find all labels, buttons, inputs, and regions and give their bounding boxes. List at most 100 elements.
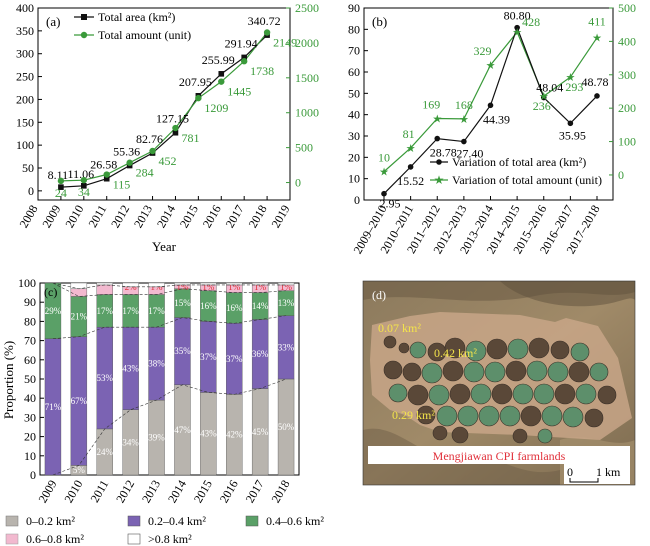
b-area-point <box>514 24 520 31</box>
pivot-circle <box>398 342 410 354</box>
pivot-circle <box>463 361 485 383</box>
pivot-circle <box>575 383 597 405</box>
panel-a: (a) Total area (km²) Total amount (unit)… <box>16 1 319 254</box>
a-area-data-label: 127.15 <box>156 112 189 126</box>
b-amount-point: ★ <box>486 60 496 72</box>
bar-data-label: 36% <box>252 349 269 359</box>
c-y-tick-label: 60 <box>24 353 36 367</box>
pivot-circle <box>416 405 436 425</box>
b-amount-data-label: 428 <box>522 15 540 29</box>
c-y-tick-label: 20 <box>24 430 36 444</box>
bar-data-label: 43% <box>200 429 217 439</box>
bar-data-label: 50% <box>278 422 295 432</box>
map-label-medium: 0.42 km² <box>434 346 477 360</box>
a-x-tick-label: 2011 <box>85 203 109 230</box>
map-label-small: 0.07 km² <box>378 321 421 335</box>
c-y-tick-label: 50 <box>24 372 36 386</box>
pivot-circle <box>451 426 469 444</box>
b-area-data-label: 80.80 <box>504 9 531 23</box>
legend-c-swatch-2 <box>127 515 141 527</box>
legend-c-label-1: 0–0.2 km² <box>26 514 75 528</box>
b-right-tick-label: 500 <box>618 1 636 15</box>
pivot-circle <box>597 385 617 405</box>
b-left-tick-label: 40 <box>348 108 360 122</box>
a-area-data-label: 207.95 <box>179 75 212 89</box>
a-right-tick-label: 1000 <box>295 106 319 120</box>
a-x-tick-label: 2010 <box>62 203 86 231</box>
panel-b-frame <box>363 7 614 201</box>
a-amount-data-label: 284 <box>136 166 154 180</box>
panel-a-right-axis: 0 500 1000 1500 2000 2500 <box>286 1 319 190</box>
pivot-circle <box>547 361 569 383</box>
panel-c-bars: 71%29%5%67%21%24%53%17%34%43%17%2%39%38%… <box>45 282 295 476</box>
b-area-data-label: 44.39 <box>483 112 510 126</box>
a-area-data-label: 26.58 <box>90 158 117 172</box>
a-amount-data-label: 2149 <box>273 36 297 50</box>
panel-d: (d) 0.07 km² 0.42 km² 0.29 km² Mengjiawa… <box>362 280 636 486</box>
a-left-tick-label: 350 <box>16 24 34 38</box>
pivot-circle <box>505 360 527 382</box>
map-caption-box <box>368 446 630 464</box>
c-y-tick-label: 70 <box>24 334 36 348</box>
legend-variation-area-label: Variation of total area (km²) <box>452 155 586 169</box>
bar-data-label: 24% <box>97 447 114 457</box>
a-area-point <box>81 183 87 189</box>
a-area-data-label: 11.06 <box>68 167 95 181</box>
pivot-circle <box>432 425 448 441</box>
legend-total-amount-label: Total amount (unit) <box>98 28 191 42</box>
pivot-circle <box>409 341 427 359</box>
panel-a-frame <box>37 7 291 201</box>
bar-data-label: 45% <box>252 427 269 437</box>
pivot-circle <box>442 360 464 382</box>
a-amount-point <box>149 147 156 155</box>
pivot-circle <box>584 408 604 428</box>
c-x-tick-label: 2009 <box>35 478 59 506</box>
b-area-point <box>434 135 441 142</box>
b-area-point <box>461 138 467 145</box>
b-amount-point: ★ <box>592 33 602 45</box>
panel-a-series: 8.11 11.0626.5855.3682.76127.15207.95255.… <box>48 14 297 200</box>
bar-data-label: 33% <box>278 342 295 352</box>
b-amount-data-label: 236 <box>533 99 551 113</box>
b-amount-point: ★ <box>379 167 389 179</box>
legend-c-label-5: >0.8 km² <box>148 532 192 546</box>
b-left-tick-label: 50 <box>348 86 360 100</box>
stack-connector <box>52 282 287 297</box>
c-y-tick-label: 100 <box>18 276 36 290</box>
map-label-large: 0.29 km² <box>392 408 435 422</box>
bar-data-label: 16% <box>200 301 217 311</box>
a-amount-point <box>172 124 179 132</box>
bar-data-label: 42% <box>226 430 243 440</box>
a-amount-point <box>263 29 271 36</box>
c-y-tick-label: 0 <box>30 468 36 482</box>
a-amount-data-label: 1738 <box>250 64 274 78</box>
bar-data-label: 1% <box>202 282 215 292</box>
c-x-tick-label: 2017 <box>243 478 267 506</box>
b-amount-point: ★ <box>539 91 549 103</box>
scale-bar: 0 1 km <box>564 463 630 484</box>
pivot-circle <box>570 342 590 362</box>
pivot-circle <box>465 340 487 362</box>
b-left-tick-label: 0 <box>354 193 360 207</box>
a-left-tick-label: 150 <box>16 115 34 129</box>
a-area-data-label: 82.76 <box>136 132 163 146</box>
c-x-tick-label: 2018 <box>269 478 293 506</box>
b-area-data-label: 48.78 <box>582 75 609 89</box>
a-x-tick-label: 2018 <box>246 203 270 231</box>
scale-bar-start: 0 <box>567 465 573 479</box>
a-amount-point <box>80 176 88 184</box>
a-left-tick-label: 100 <box>16 138 34 152</box>
b-amount-point: ★ <box>406 143 416 155</box>
b-left-tick-label: 90 <box>348 1 360 15</box>
bar-segment <box>251 282 269 286</box>
panel-d-frame <box>362 280 636 486</box>
a-amount-data-label: 24 <box>55 186 67 200</box>
b-amount-point: ★ <box>512 27 522 39</box>
pivot-circle <box>383 335 397 349</box>
a-area-data-label: 55.36 <box>113 145 140 159</box>
a-amount-data-label: 115 <box>113 178 131 192</box>
b-amount-data-label: 10 <box>378 151 390 165</box>
pivot-circle <box>554 383 576 405</box>
pivot-circle <box>512 428 528 444</box>
a-right-tick-label: 2000 <box>295 36 319 50</box>
